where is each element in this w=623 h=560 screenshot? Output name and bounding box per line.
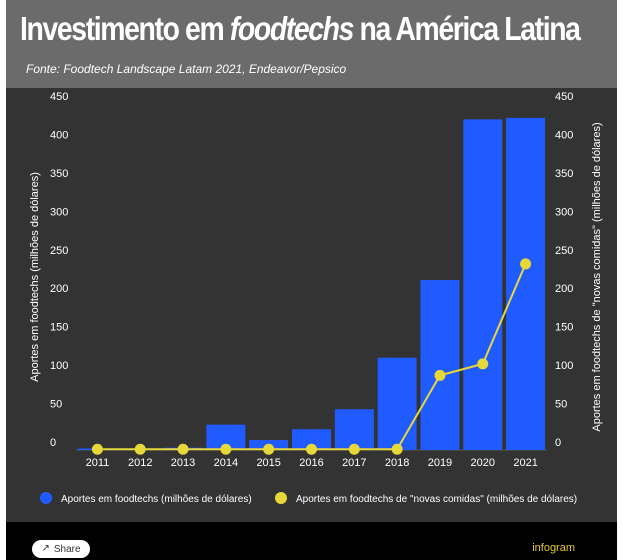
share-label: Share <box>53 543 81 555</box>
title-part-1: Investimento em <box>20 10 230 47</box>
legend-line-marker <box>275 492 287 504</box>
y-tick-left-300: 300 <box>50 206 68 218</box>
y-tick-left-100: 100 <box>50 360 68 372</box>
bar-2016 <box>292 429 331 450</box>
line-point-2019 <box>434 369 446 381</box>
infogram-logo[interactable]: infogram <box>532 542 575 554</box>
y-tick-right-0: 0 <box>555 437 561 449</box>
line-point-2020 <box>477 358 489 370</box>
y-tick-right-200: 200 <box>555 283 573 295</box>
y-axis-label-left: Aportes em foodtechs (milhões de dólares… <box>29 172 41 382</box>
y-tick-right-350: 350 <box>555 168 573 180</box>
line-point-2012 <box>134 443 146 455</box>
chart-subtitle: Fonte: Foodtech Landscape Latam 2021, En… <box>26 62 347 76</box>
share-icon: ↗ <box>41 543 50 554</box>
bar-2020 <box>463 119 503 450</box>
line-point-2021 <box>520 258 532 270</box>
title-emphasis: foodtechs <box>229 10 355 47</box>
x-tick-2019: 2019 <box>428 457 452 469</box>
chart-svg: 0 0 50 50 100 100 150 150 200 200 250 250 300 300 350 3… <box>29 91 603 505</box>
y-tick-left-150: 150 <box>50 322 68 334</box>
x-tick-2014: 2014 <box>214 457 238 469</box>
chart-title: Investimento em foodtechs na América Lat… <box>20 10 581 48</box>
x-tick-2020: 2020 <box>471 457 495 469</box>
bar-2018 <box>377 357 417 450</box>
x-tick-2018: 2018 <box>385 457 409 469</box>
line-point-2011 <box>91 443 103 455</box>
line-point-2016 <box>306 443 317 455</box>
y-tick-left-50: 50 <box>50 399 62 411</box>
y-tick-left-0: 0 <box>50 437 56 449</box>
y-tick-right-150: 150 <box>555 322 573 334</box>
line-point-2018 <box>391 443 403 455</box>
x-tick-2016: 2016 <box>299 457 323 469</box>
infographic-frame: Investimento em foodtechs na América Lat… <box>6 0 617 560</box>
y-tick-right-300: 300 <box>555 206 573 218</box>
line-point-2013 <box>177 443 189 455</box>
bar-2017 <box>334 409 374 450</box>
y-tick-right-250: 250 <box>555 245 573 257</box>
y-tick-left-350: 350 <box>50 168 68 180</box>
x-tick-2012: 2012 <box>128 457 152 469</box>
share-button[interactable]: ↗ Share <box>32 540 90 558</box>
y-axis-label-right: Aportes em foodtechs de "novas comidas" … <box>591 122 603 431</box>
legend-line-label: Aportes em foodtechs de "novas comidas" … <box>296 494 577 505</box>
title-part-2: na América Latina <box>353 10 581 47</box>
line-point-2017 <box>348 443 360 455</box>
chart-area: 0 0 50 50 100 100 150 150 200 200 250 250 300 300 350 3… <box>6 88 617 520</box>
line-novas-comidas <box>97 263 527 451</box>
y-tick-left-400: 400 <box>50 129 68 141</box>
y-tick-right-450: 450 <box>555 91 573 103</box>
line-point-2014 <box>220 443 232 455</box>
y-tick-left-450: 450 <box>50 91 68 103</box>
y-tick-left-250: 250 <box>50 245 68 257</box>
x-tick-2013: 2013 <box>171 457 195 469</box>
legend-bar-label: Aportes em foodtechs (milhões de dólares… <box>61 494 252 505</box>
y-tick-left-200: 200 <box>50 283 68 295</box>
y-tick-right-100: 100 <box>555 360 573 372</box>
x-tick-2015: 2015 <box>256 457 280 469</box>
y-tick-right-50: 50 <box>555 399 567 411</box>
x-tick-2011: 2011 <box>86 457 110 469</box>
legend-bar-marker <box>40 492 52 504</box>
bar-2019 <box>420 280 460 450</box>
header: Investimento em foodtechs na América Lat… <box>6 0 617 88</box>
x-tick-2021: 2021 <box>513 457 537 469</box>
x-tick-2017: 2017 <box>342 457 366 469</box>
footer: ↗ Share infogram <box>6 522 617 560</box>
line-point-2015 <box>263 443 275 455</box>
bar-2021 <box>506 117 546 450</box>
y-tick-right-400: 400 <box>555 129 573 141</box>
